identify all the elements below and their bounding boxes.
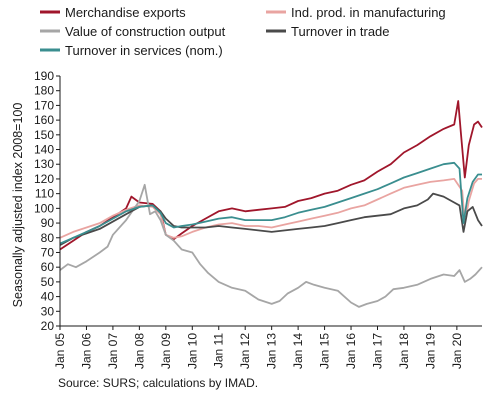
y-tick-label: 130 (34, 157, 54, 171)
legend-label: Ind. prod. in manufacturing (291, 5, 446, 20)
series-line-1 (59, 100, 483, 251)
legend-label: Merchandise exports (65, 5, 186, 20)
x-tick-label: Jan 11 (212, 333, 226, 368)
y-tick-label: 100 (34, 201, 54, 215)
y-tick-label: 40 (41, 290, 55, 304)
x-tick-label: Jan 07 (106, 333, 120, 369)
y-tick-label: 190 (34, 69, 54, 83)
series-line-5 (59, 161, 482, 245)
y-tick-label: 60 (41, 260, 55, 274)
series-line-3 (59, 183, 483, 308)
y-tick-label: 30 (41, 304, 55, 318)
x-tick-label: Jan 10 (185, 333, 199, 369)
source-note: Source: SURS; calculations by IMAD. (58, 376, 259, 390)
plot-area: 2030405060708090100110120130140150160170… (34, 69, 483, 369)
x-tick-label: Jan 12 (238, 333, 252, 369)
x-tick-label: Jan 18 (397, 333, 411, 369)
y-tick-label: 140 (34, 143, 54, 157)
y-tick-label: 50 (41, 275, 55, 289)
x-tick-label: Jan 05 (53, 333, 67, 369)
x-tick-label: Jan 06 (79, 333, 93, 369)
x-tick-label: Jan 20 (450, 333, 464, 369)
x-tick-label: Jan 17 (370, 333, 384, 369)
y-tick-label: 20 (41, 319, 55, 333)
y-tick-label: 120 (34, 172, 54, 186)
x-tick-label: Jan 14 (291, 333, 305, 369)
legend-label: Value of construction output (65, 24, 226, 39)
x-tick-label: Jan 16 (344, 333, 358, 369)
x-tick-label: Jan 08 (132, 333, 146, 369)
legend: Merchandise exports Ind. prod. in manufac… (40, 5, 446, 58)
legend-label: Turnover in trade (291, 24, 390, 39)
y-tick-label: 160 (34, 113, 54, 127)
y-tick-label: 90 (41, 216, 55, 230)
y-tick-label: 170 (34, 98, 54, 112)
axes-layer: 2030405060708090100110120130140150160170… (34, 69, 482, 369)
y-tick-label: 80 (41, 231, 55, 245)
x-tick-label: Jan 13 (265, 333, 279, 369)
legend-label: Turnover in services (nom.) (65, 43, 223, 58)
series-layer (59, 100, 483, 308)
y-tick-label: 180 (34, 84, 54, 98)
y-axis-title: Seasonally adjusted index 2008=100 (11, 103, 25, 308)
y-tick-label: 150 (34, 128, 54, 142)
x-tick-label: Jan 09 (159, 333, 173, 369)
x-tick-label: Jan 19 (423, 333, 437, 369)
y-tick-label: 110 (35, 187, 54, 201)
x-tick-label: Jan 15 (318, 333, 332, 369)
y-tick-label: 70 (41, 245, 55, 259)
